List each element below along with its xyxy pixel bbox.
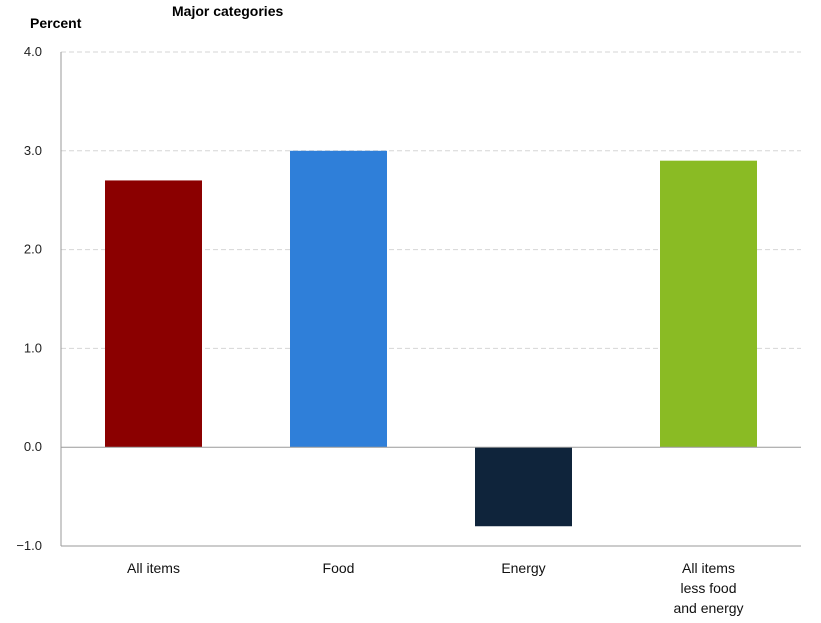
y-tick-label: 3.0: [24, 143, 42, 158]
y-axis-title: Percent: [30, 15, 82, 31]
y-tick-label: 0.0: [24, 439, 42, 454]
chart-title: Major categories: [172, 3, 283, 19]
x-tick-label: All items less food and energy: [673, 560, 743, 616]
x-tick-label: Food: [323, 560, 355, 576]
x-tick-label: Energy: [501, 560, 545, 576]
bar: [475, 447, 572, 527]
x-tick-label: All items: [127, 560, 180, 576]
y-tick-label: 1.0: [24, 340, 42, 355]
bar: [660, 160, 757, 448]
axes: [60, 52, 801, 547]
x-tick-labels: All items Food Energy All items less food and…: [127, 560, 743, 616]
y-tick-label: 4.0: [24, 44, 42, 59]
bar: [290, 150, 387, 448]
y-tick-label: 2.0: [24, 242, 42, 257]
bars: [105, 150, 757, 527]
y-tick-label: −1.0: [16, 538, 42, 553]
y-tick-labels: 4.0 3.0 2.0 1.0 0.0 −1.0: [16, 44, 42, 553]
bar: [105, 180, 202, 448]
